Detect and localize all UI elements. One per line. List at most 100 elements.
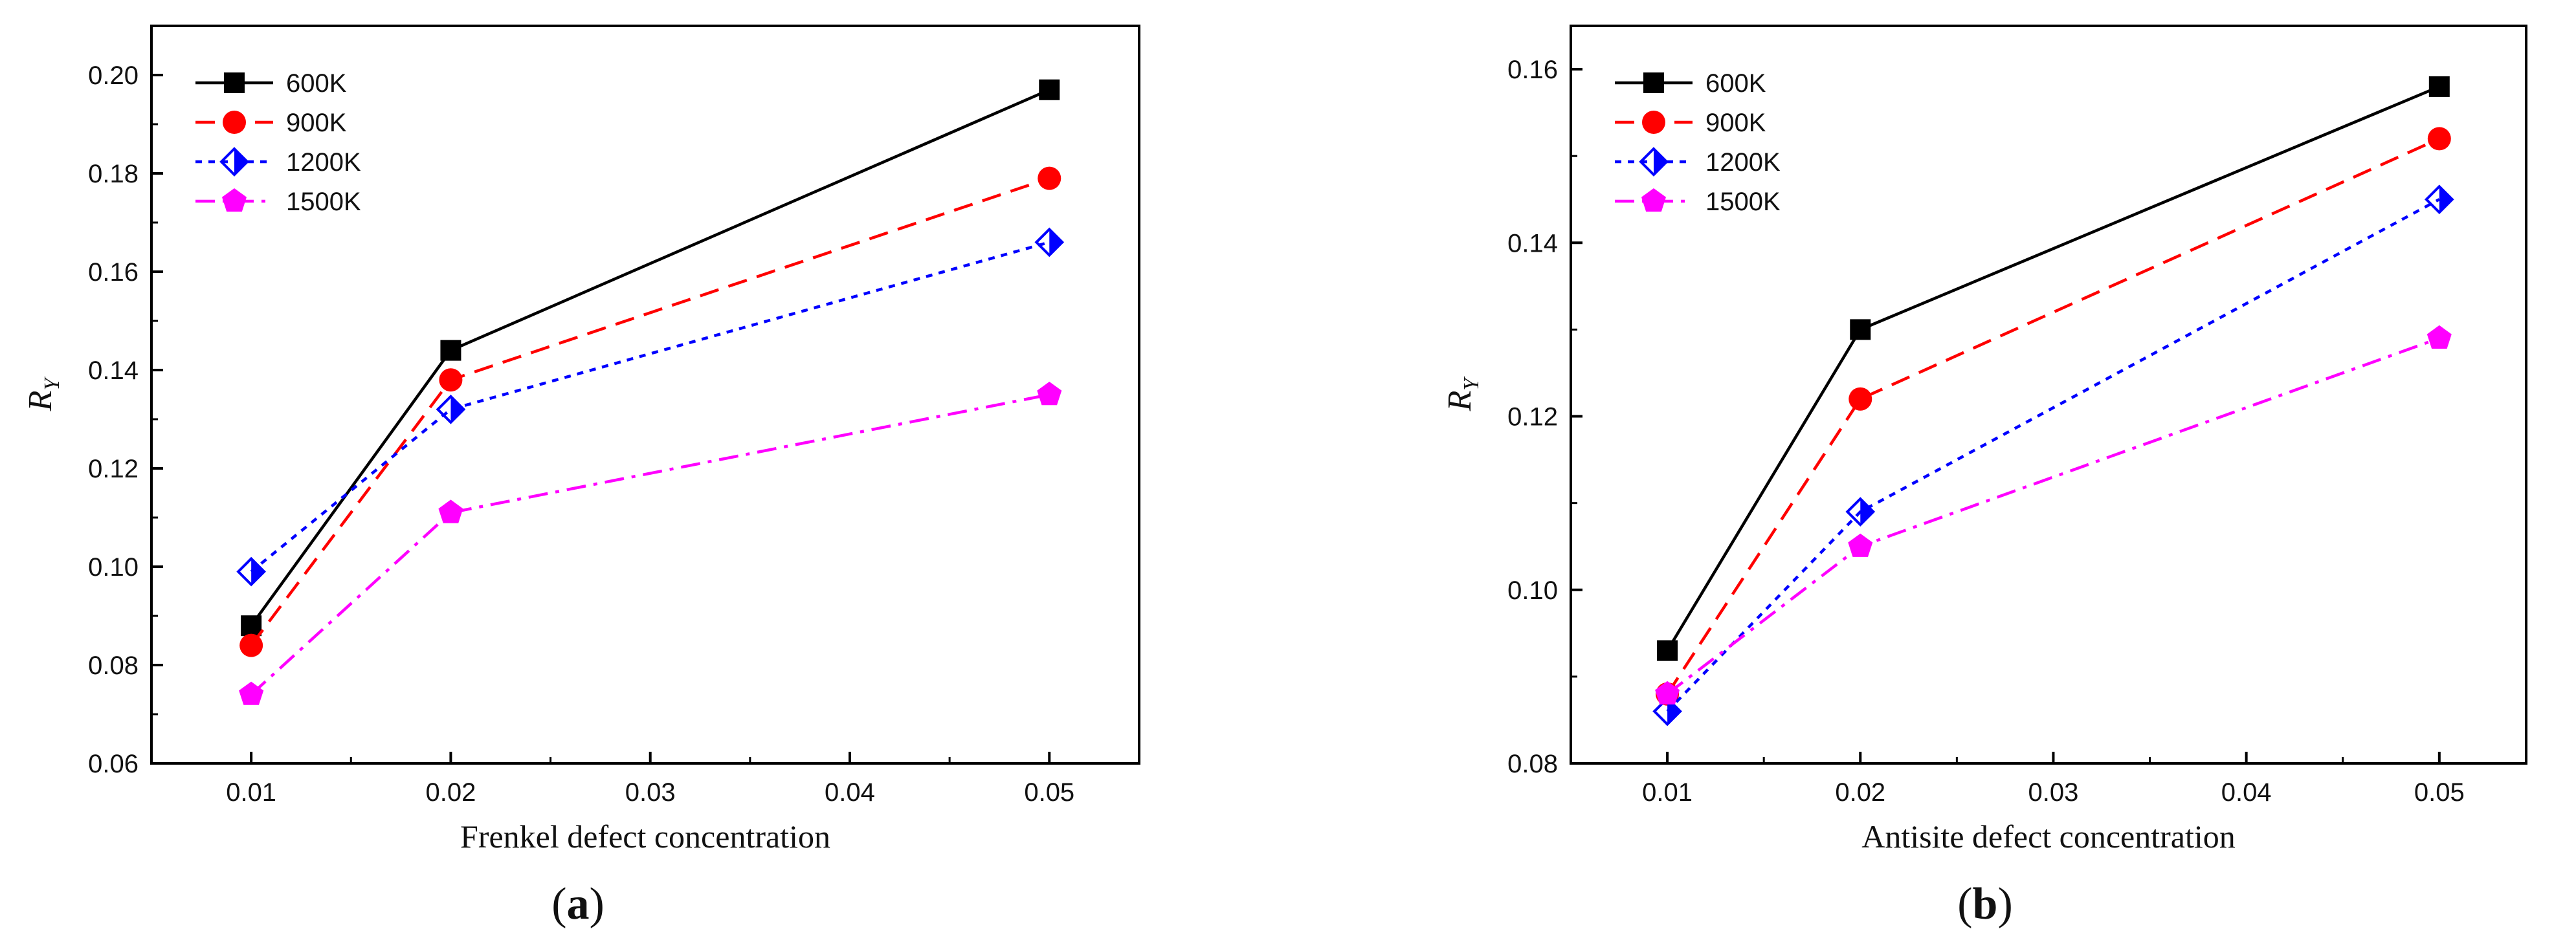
chart-b-point-1500K-2 — [2426, 325, 2452, 349]
chart-b-xtick-label-2: 0.03 — [2028, 778, 2079, 807]
chart-b-ytick-label-3: 0.14 — [1507, 229, 1558, 257]
chart-b: 0.01 0.02 0.03 0.04 0.05 0.08 0.10 0.12 0.14 0.16… — [1441, 25, 2527, 929]
chart-a-panel-label-letter: a — [567, 879, 590, 929]
chart-a-series-line-1500K — [250, 393, 1050, 696]
chart-a-legend-marker-1200K-fill — [234, 149, 247, 175]
chart-b-x-axis-title: Antisite defect concentration — [1861, 818, 2236, 855]
chart-b-series-markers-1500K — [1655, 325, 2452, 705]
chart-a-point-1200K-2 — [1034, 227, 1065, 257]
chart-b-panel-label-open: ( — [1957, 879, 1972, 929]
chart-b-y-axis-title-main: R — [1441, 391, 1478, 412]
chart-b-y-axis-title-sub: Y — [1460, 377, 1483, 391]
chart-a-point-900K-2 — [1038, 166, 1061, 190]
chart-b-legend-label-900K: 900K — [1705, 109, 1766, 137]
chart-b-legend-marker-1500K — [1641, 188, 1666, 212]
chart-a-point-1200K-1-outline — [436, 394, 466, 424]
chart-b-point-600K-1 — [1850, 319, 1871, 340]
chart-b-series-line-600K — [1666, 85, 2440, 651]
chart-b-ytick-label-2: 0.12 — [1507, 403, 1558, 432]
chart-a-point-1200K-0 — [236, 556, 266, 587]
chart-a-legend: 600K 900K 1200K 1500K — [195, 69, 361, 216]
chart-a-ytick-label-2: 0.10 — [88, 553, 139, 582]
chart-a-point-1200K-2-outline — [1034, 227, 1065, 257]
chart-b-plot-frame — [1570, 25, 2527, 765]
chart-b-panel-label-letter: b — [1973, 879, 1998, 929]
chart-b-point-600K-2 — [2428, 76, 2450, 97]
chart-a-legend-label-900K: 900K — [286, 109, 347, 137]
chart-b-point-900K-2 — [2427, 127, 2451, 151]
chart-b-point-1200K-1 — [1845, 497, 1876, 527]
chart-b-legend: 600K 900K 1200K 1500K — [1615, 69, 1781, 216]
chart-a-legend-marker-900K — [223, 111, 246, 134]
chart-a-ytick-label-3: 0.12 — [88, 455, 139, 483]
chart-a-xtick-label-4: 0.05 — [1024, 778, 1074, 807]
chart-a: 0.01 0.02 0.03 0.04 0.05 0.06 0.08 0.10 0.12 0.14… — [22, 25, 1140, 929]
chart-a-legend-marker-1200K — [219, 147, 249, 177]
chart-b-point-1200K-1-fill — [1860, 499, 1874, 525]
chart-b-point-1200K-1-outline — [1845, 497, 1876, 527]
chart-a-ytick-label-7: 0.20 — [88, 61, 139, 90]
chart-b-legend-label-1500K: 1500K — [1705, 188, 1781, 216]
chart-a-series-markers-1200K — [236, 227, 1065, 587]
chart-a-point-1200K-1-fill — [450, 396, 464, 422]
chart-a-legend-label-1500K: 1500K — [286, 188, 361, 216]
chart-a-y-axis-title: RY — [22, 377, 64, 412]
chart-a-ytick-label-1: 0.08 — [88, 651, 139, 680]
chart-a-point-1500K-2 — [1037, 382, 1062, 406]
chart-a-ytick-label-0: 0.06 — [88, 750, 139, 778]
chart-a-point-1200K-1 — [436, 394, 466, 424]
chart-a-series-line-900K — [250, 177, 1050, 646]
chart-a-plot-frame — [150, 25, 1140, 765]
chart-b-xtick-label-4: 0.05 — [2414, 778, 2465, 807]
chart-b-series-markers-1200K — [1652, 184, 2454, 727]
chart-b-legend-marker-1200K-outline — [1639, 147, 1669, 177]
chart-a-point-600K-0 — [241, 615, 262, 637]
chart-a-point-1200K-0-outline — [236, 556, 266, 587]
chart-b-point-1500K-0 — [1655, 681, 1680, 705]
chart-a-ytick-label-5: 0.16 — [88, 258, 139, 287]
chart-a-point-900K-1 — [439, 368, 463, 392]
chart-a-point-1200K-0-fill — [251, 558, 265, 585]
chart-a-series-markers-900K — [239, 166, 1061, 657]
chart-a-series-markers-600K — [241, 79, 1060, 637]
chart-a-legend-marker-600K — [224, 72, 245, 93]
chart-b-y-axis-title: RY — [1441, 377, 1483, 412]
chart-b-ytick-label-4: 0.16 — [1507, 56, 1558, 84]
chart-a-series-markers-1500K — [239, 382, 1062, 705]
chart-b-legend-label-600K: 600K — [1705, 69, 1766, 98]
chart-a-xtick-label-1: 0.02 — [425, 778, 476, 807]
chart-b-point-1200K-0-outline — [1652, 696, 1682, 727]
chart-a-point-1500K-0 — [239, 681, 264, 705]
chart-b-ytick-label-0: 0.08 — [1507, 750, 1558, 778]
chart-b-ytick-label-1: 0.10 — [1507, 576, 1558, 605]
chart-b-series-markers-600K — [1657, 76, 2450, 661]
chart-a-ytick-label-6: 0.18 — [88, 160, 139, 188]
chart-b-xtick-label-0: 0.01 — [1642, 778, 1693, 807]
chart-a-xtick-label-2: 0.03 — [625, 778, 676, 807]
chart-b-xtick-label-3: 0.04 — [2221, 778, 2272, 807]
chart-a-panel-label: (a) — [551, 879, 605, 929]
chart-b-legend-label-1200K: 1200K — [1705, 148, 1781, 177]
chart-a-legend-label-1200K: 1200K — [286, 148, 361, 177]
chart-a-point-600K-1 — [440, 340, 461, 361]
chart-b-point-900K-1 — [1849, 387, 1872, 411]
chart-b-legend-marker-900K — [1642, 111, 1665, 134]
chart-b-xtick-label-1: 0.02 — [1835, 778, 1885, 807]
chart-b-series-line-900K — [1666, 137, 2440, 695]
chart-a-point-900K-0 — [239, 633, 263, 657]
chart-b-panel-label: (b) — [1957, 879, 2013, 929]
chart-a-ytick-label-4: 0.14 — [88, 356, 139, 385]
chart-b-legend-marker-600K — [1643, 72, 1664, 93]
chart-a-xtick-label-3: 0.04 — [825, 778, 875, 807]
chart-a-y-axis-title-main: R — [22, 391, 59, 412]
chart-a-point-1200K-2-fill — [1049, 229, 1063, 256]
chart-b-point-1200K-2 — [2424, 184, 2454, 215]
chart-a-series-line-1200K — [250, 241, 1050, 573]
chart-a-legend-marker-1200K-outline — [219, 147, 249, 177]
chart-b-legend-marker-1200K — [1639, 147, 1669, 177]
chart-b-point-1500K-1 — [1848, 533, 1873, 557]
chart-a-point-1500K-1 — [438, 499, 463, 523]
chart-b-point-1200K-0 — [1652, 696, 1682, 727]
chart-a-panel-label-close: ) — [590, 879, 605, 929]
chart-a-y-axis-title-sub: Y — [40, 377, 64, 391]
